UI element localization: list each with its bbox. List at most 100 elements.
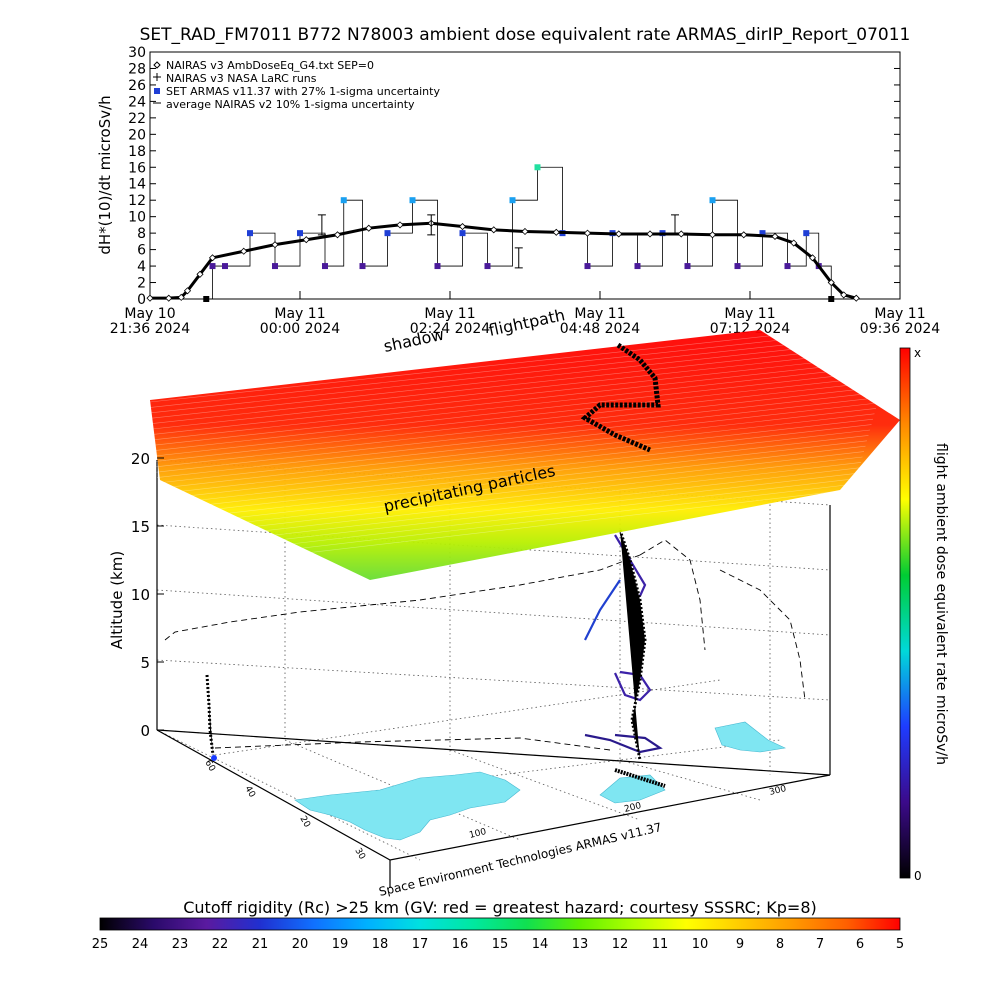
nairas-point (583, 229, 592, 237)
nairas-line (150, 221, 857, 300)
armas-point (584, 263, 591, 270)
sheet-stripe (152, 348, 893, 430)
x-tick-date: May 11 (724, 306, 775, 322)
nairas-point (458, 222, 467, 231)
nairas-point (615, 230, 623, 238)
sheet-stripe (156, 397, 880, 478)
y-tick-label: 2 (137, 276, 146, 292)
x-tick-date: May 11 (574, 306, 625, 322)
sheet-stripe (155, 381, 884, 462)
larc-errorbar (671, 214, 679, 236)
armas-point (509, 197, 516, 204)
flightpath-annotation: flightpath (487, 305, 567, 340)
sheet-stripe (153, 364, 889, 446)
nairas-series (146, 219, 860, 302)
sheet-stripe (160, 435, 869, 516)
rc-tick-label: 11 (652, 937, 669, 952)
larc-errorbar (427, 214, 436, 236)
sheet-stripe (151, 343, 895, 424)
rc-tick-label: 10 (692, 937, 709, 952)
armas-point (322, 263, 328, 270)
armas-point (634, 263, 641, 270)
rc-tick-label: 12 (612, 937, 629, 952)
nairas-point (808, 254, 817, 262)
y-tick-label: 24 (128, 94, 146, 110)
larc-series (317, 214, 679, 269)
armas-point (409, 197, 416, 204)
nairas-point (365, 224, 373, 232)
nairas-point (827, 278, 835, 287)
armas-point (340, 197, 347, 204)
y-tick-label: 8 (137, 226, 146, 242)
z-tick-label: 20 (131, 450, 150, 468)
x-tick-date: May 11 (874, 306, 925, 322)
rc-tick-label: 8 (776, 937, 784, 952)
sheet-stripe (159, 429, 871, 511)
nairas-point (521, 227, 529, 236)
z-tick-label: 5 (140, 654, 150, 672)
legend-item-2: NAIRAS v3 NASA LaRC runs (166, 72, 317, 85)
x-tick-date: May 11 (424, 306, 475, 322)
plot-frame (149, 51, 901, 300)
rc-tick-label: 6 (856, 937, 864, 952)
y-tick-label: 4 (137, 259, 146, 275)
x-tick-date: May 11 (274, 306, 325, 322)
rc-tick-label: 15 (492, 937, 509, 952)
flight-projection (584, 534, 663, 754)
nairas-point (302, 236, 310, 244)
x-tick-time: 07:12 2024 (710, 321, 791, 337)
rc-tick-label: 9 (736, 937, 744, 952)
x-tick-time: 04:48 2024 (560, 321, 641, 337)
sheet-stripe (157, 402, 878, 484)
x-tick-time: 00:00 2024 (260, 321, 341, 337)
armas-point (803, 230, 810, 237)
nairas-point (771, 232, 779, 240)
nairas-point (183, 287, 192, 295)
nairas-point (271, 241, 279, 249)
armas-point (828, 296, 835, 302)
sheet-stripe (157, 408, 877, 489)
legend-item-1: NAIRAS v3 AmbDoseEq_G4.txt SEP=0 (166, 59, 374, 72)
z-tick-label: 0 (140, 722, 150, 740)
sheet-stripe (149, 321, 901, 403)
chart-title: SET_RAD_FM7011 B772 N78003 ambient dose … (140, 25, 911, 45)
sheet-stripe (159, 424, 872, 505)
rc-tick-label: 13 (572, 937, 589, 952)
larc-errorbar (317, 214, 326, 236)
y-tick-label: 20 (128, 127, 146, 143)
nairas-point (146, 294, 154, 302)
y-tick-label: 26 (128, 78, 146, 94)
armas-point (434, 263, 441, 270)
armas-point (484, 263, 491, 270)
sheet-stripe (161, 445, 866, 527)
rc-tick-label: 18 (372, 937, 389, 952)
y-tick-label: 6 (137, 243, 146, 259)
nairas-point (165, 294, 173, 302)
armas-point (709, 197, 716, 204)
armas-point (459, 230, 466, 237)
y-tick-label: 10 (128, 210, 146, 226)
nairas-point (333, 231, 342, 239)
rc-tick-label: 25 (92, 937, 109, 952)
side-colorbar-label: flight ambient dose equivalent rate micr… (933, 443, 949, 765)
larc-errorbar (514, 247, 523, 269)
legend-item-3: SET ARMAS v11.37 with 27% 1-sigma uncert… (166, 85, 440, 98)
legend-marker-square (154, 88, 160, 94)
nairas-point (840, 291, 848, 299)
rc-tick-label: 14 (532, 937, 549, 952)
sheet-stripe (161, 451, 865, 532)
side-colorbar-top: x (914, 346, 921, 360)
armas-point (359, 263, 366, 270)
rc-tick-label: 5 (896, 937, 904, 952)
legend-item-4: average NAIRAS v2 10% 1-sigma uncertaint… (166, 98, 415, 111)
axes-box (156, 460, 831, 888)
rc-tick-label: 22 (212, 937, 229, 952)
rc-tick-label: 7 (816, 937, 824, 952)
nairas-point (790, 239, 798, 247)
sheet-stripe (164, 478, 857, 559)
altitude-3d-panel: shadow flightpath precipitating particle… (108, 305, 949, 899)
armas-point (247, 230, 253, 237)
